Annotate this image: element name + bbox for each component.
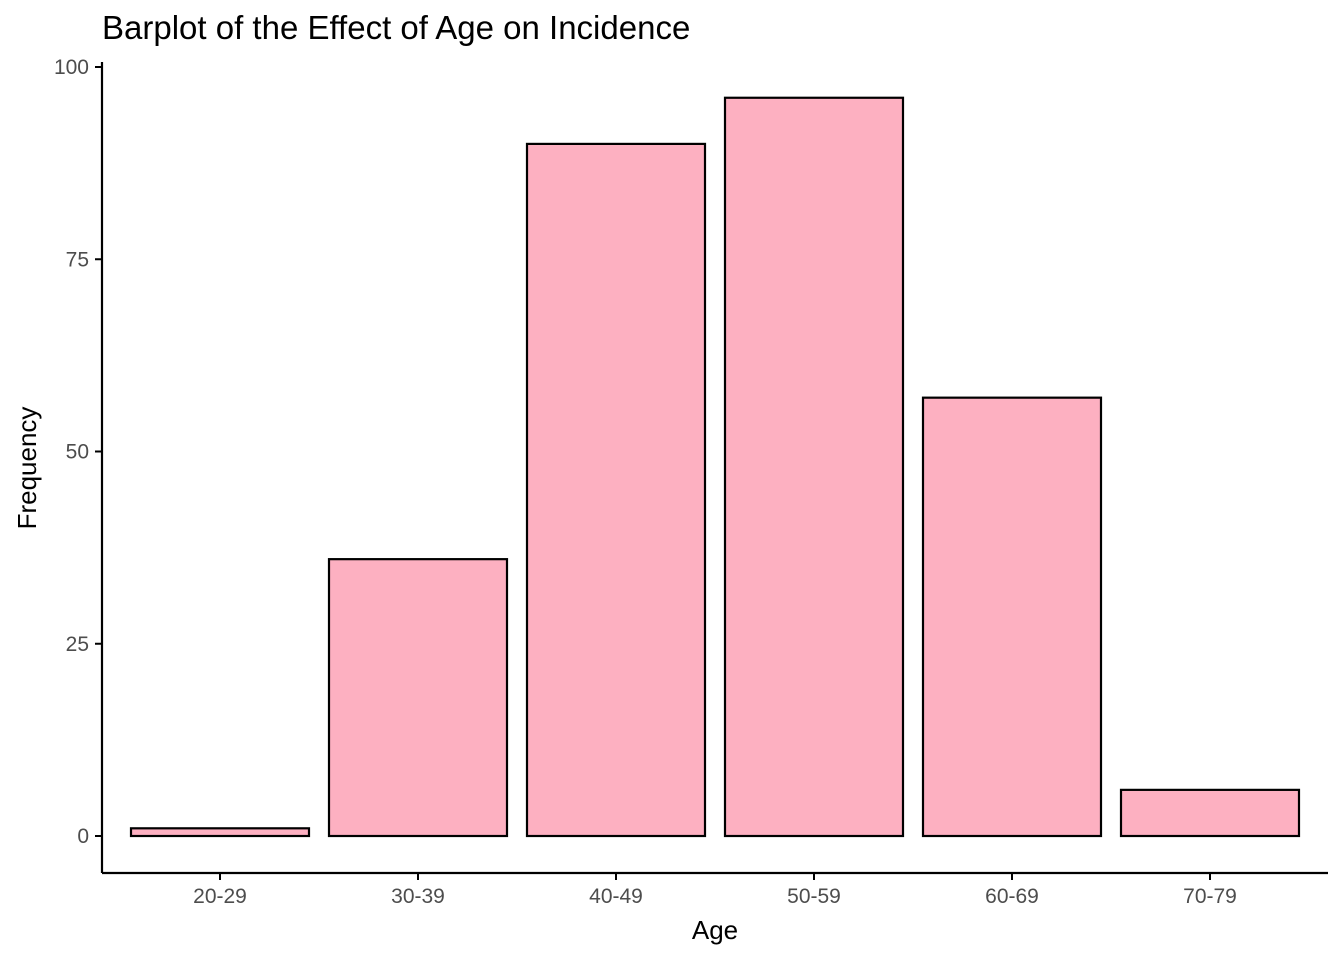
y-tick-label: 100 — [54, 56, 89, 79]
bar-70-79 — [1119, 788, 1301, 838]
bar-40-49 — [525, 142, 707, 838]
x-tick-label: 70-79 — [1183, 885, 1237, 908]
x-axis: 20-29 30-39 40-49 50-59 60-69 70-79 — [102, 871, 1328, 908]
bar-20-29 — [129, 827, 311, 838]
x-tick-label: 30-39 — [391, 885, 445, 908]
x-tick-label: 20-29 — [193, 885, 247, 908]
y-tick-label: 50 — [66, 441, 89, 464]
x-axis-title: Age — [692, 915, 738, 945]
bar-30-39 — [327, 558, 509, 838]
y-axis-title: Frequency — [12, 407, 42, 530]
x-tick-label: 50-59 — [787, 885, 841, 908]
chart-title: Barplot of the Effect of Age on Incidenc… — [102, 9, 690, 46]
y-tick-label: 0 — [77, 825, 89, 848]
bar-50-59 — [723, 96, 905, 838]
x-tick-label: 40-49 — [589, 885, 643, 908]
y-tick-label: 25 — [66, 633, 89, 656]
y-tick-label: 75 — [66, 248, 89, 271]
x-tick-label: 60-69 — [985, 885, 1039, 908]
bars-group — [129, 96, 1301, 838]
y-axis: 0 25 50 75 100 — [54, 56, 104, 873]
bar-60-69 — [921, 396, 1103, 838]
